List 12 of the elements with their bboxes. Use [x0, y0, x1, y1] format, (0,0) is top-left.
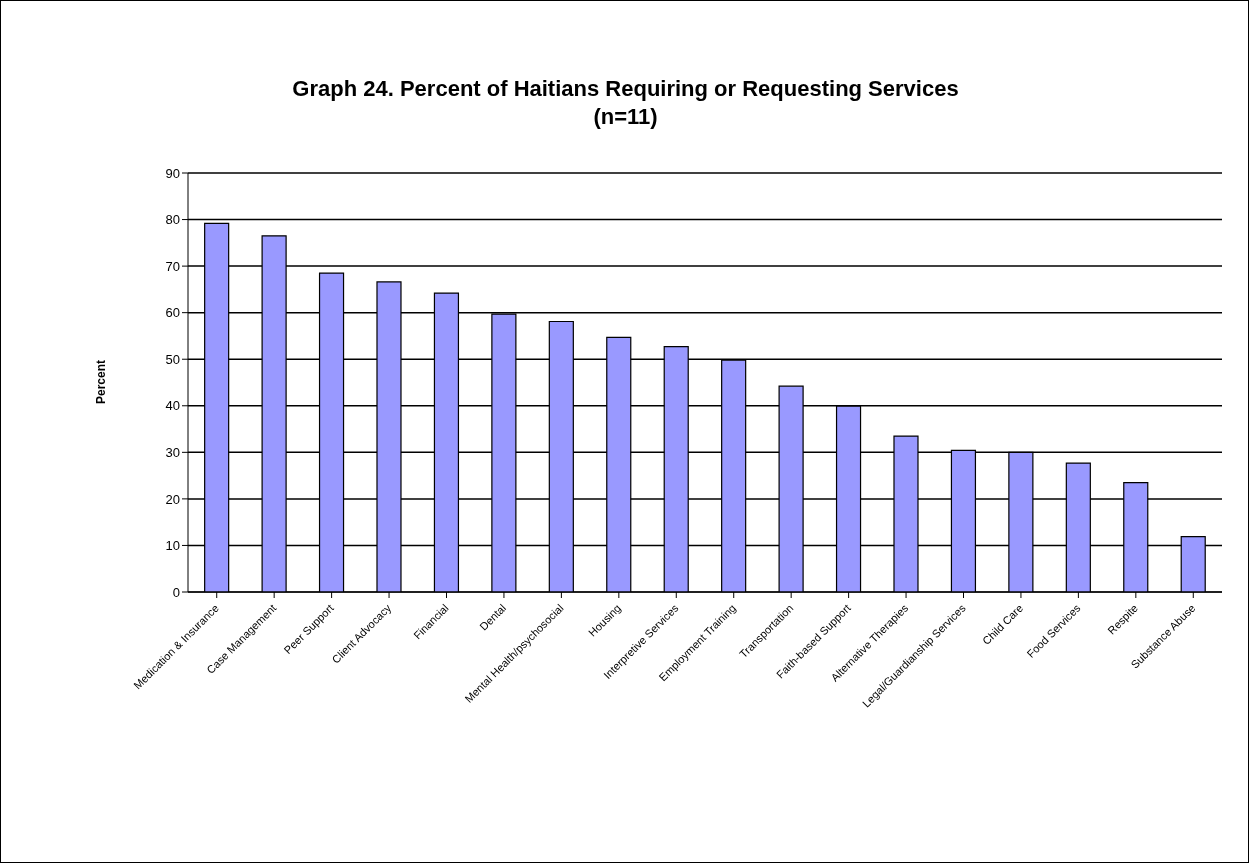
y-tick-label: 60 — [165, 305, 180, 321]
y-tick-label: 50 — [165, 351, 180, 367]
y-tick-label: 40 — [165, 398, 180, 414]
y-tick-label: 0 — [172, 584, 180, 600]
y-tick-label: 70 — [165, 258, 180, 274]
y-axis-title: Percent — [94, 359, 108, 405]
y-tick-label: 80 — [165, 212, 180, 228]
y-tick-label: 10 — [165, 538, 180, 554]
y-tick-label: 90 — [165, 165, 180, 181]
y-tick-label: 30 — [165, 444, 180, 460]
chart-title: Graph 24. Percent of Haitians Requiring or Requesting Services (n=11) — [291, 75, 960, 131]
y-tick-label: 20 — [165, 491, 180, 507]
